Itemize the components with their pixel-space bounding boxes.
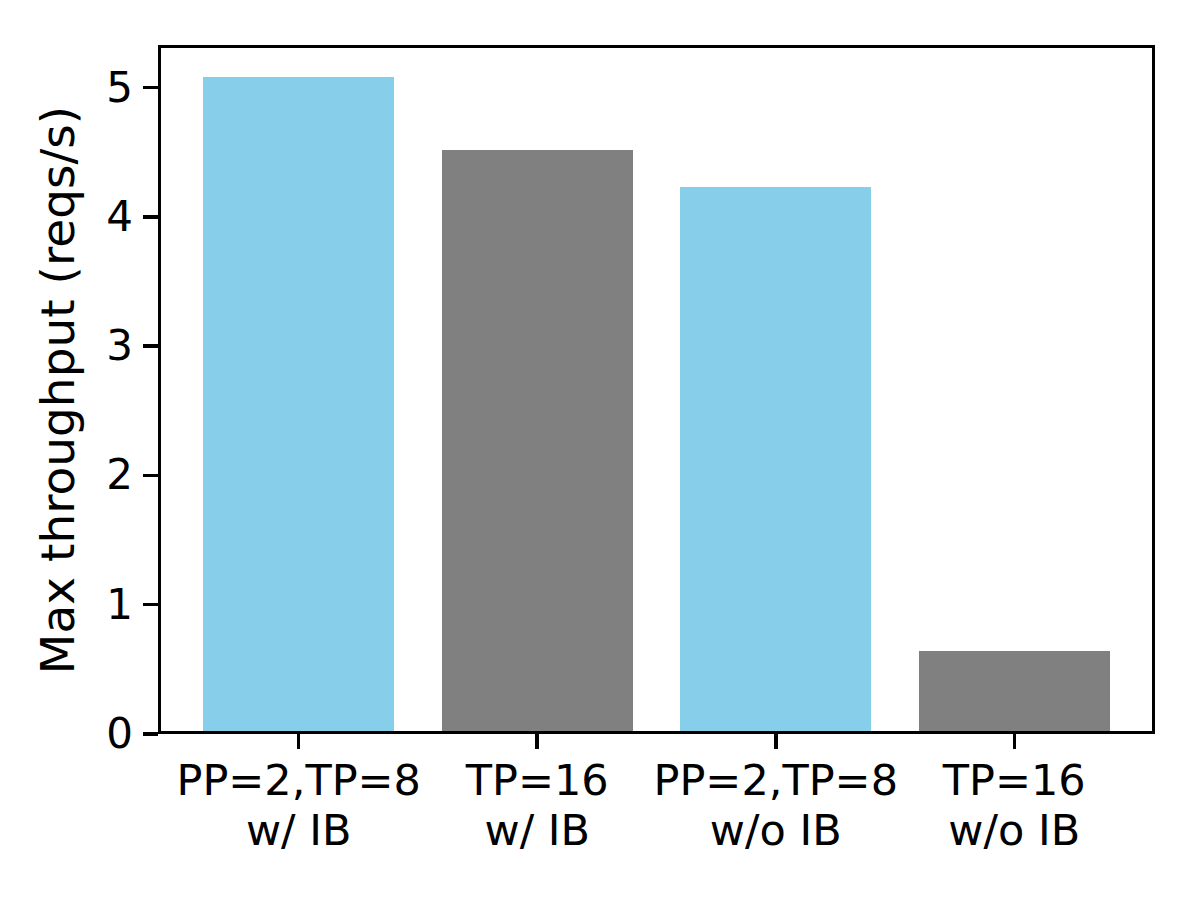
x-axis-tick-label-line2: w/ IB [176,805,421,855]
y-axis-tick-label: 0 [0,713,133,755]
x-axis-tick-label-line1: TP=16 [466,755,609,805]
y-axis-tick-mark [143,215,158,219]
x-axis-tick-label: PP=2,TP=8w/o IB [654,755,899,855]
x-axis-tick-mark [535,734,539,749]
x-axis-tick-mark [774,734,778,749]
y-axis-tick-mark [143,732,158,736]
x-axis-tick-label: PP=2,TP=8w/ IB [176,755,421,855]
plot-area-frame [158,45,1155,734]
bar-chart-figure: Max throughput (reqs/s) 012345PP=2,TP=8w… [0,0,1200,900]
y-axis-tick-label: 5 [0,67,133,109]
y-axis-tick-label: 4 [0,196,133,238]
y-axis-tick-label: 1 [0,584,133,626]
x-axis-tick-label: TP=16w/ IB [466,755,609,855]
x-axis-tick-mark [297,734,301,749]
x-axis-tick-label-line1: PP=2,TP=8 [176,755,421,805]
x-axis-tick-label: TP=16w/o IB [943,755,1086,855]
x-axis-tick-label-line2: w/o IB [654,805,899,855]
y-axis-tick-label: 3 [0,325,133,367]
y-axis-tick-mark [143,603,158,607]
y-axis-tick-mark [143,86,158,90]
y-axis-tick-mark [143,344,158,348]
x-axis-tick-label-line1: PP=2,TP=8 [654,755,899,805]
x-axis-tick-label-line2: w/o IB [943,805,1086,855]
y-axis-tick-label: 2 [0,454,133,496]
x-axis-tick-label-line1: TP=16 [943,755,1086,805]
x-axis-tick-mark [1013,734,1017,749]
x-axis-tick-label-line2: w/ IB [466,805,609,855]
y-axis-tick-mark [143,474,158,478]
